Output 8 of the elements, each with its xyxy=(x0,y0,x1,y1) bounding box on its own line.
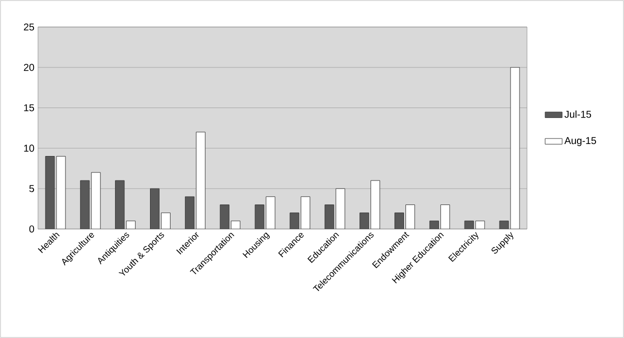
y-tick-label: 20 xyxy=(24,64,34,71)
legend-label: Aug-15 xyxy=(564,137,596,146)
y-tick-label: 0 xyxy=(29,225,34,233)
y-tick-label: 10 xyxy=(24,144,34,152)
y-tick-label: 15 xyxy=(24,104,34,112)
y-tick-label: 25 xyxy=(24,23,34,31)
y-tick-label: 5 xyxy=(29,185,34,192)
legend-label: Jul-15 xyxy=(564,110,592,118)
